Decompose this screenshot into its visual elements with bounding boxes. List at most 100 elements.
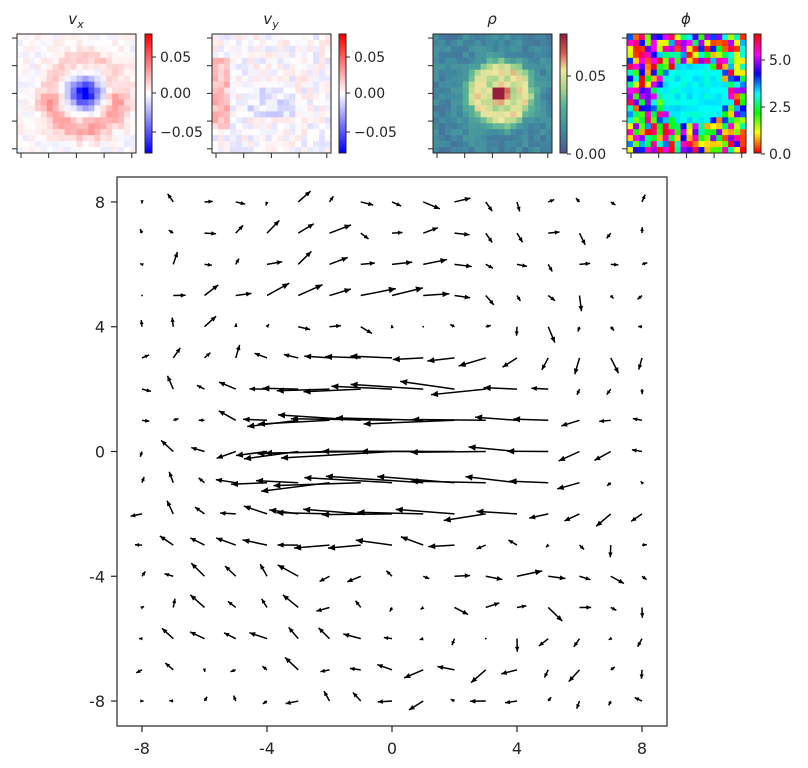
heatmap-cell — [433, 51, 440, 59]
heatmap-cell — [283, 51, 290, 59]
heatmap-cell — [223, 129, 231, 136]
heatmap-cell — [70, 34, 77, 41]
heatmap-cell — [444, 87, 452, 94]
heatmap-cell — [22, 105, 30, 112]
heatmap-cell — [118, 39, 125, 47]
quiver-arrow — [196, 384, 205, 390]
heatmap-cell — [650, 87, 658, 94]
heatmap-cell — [444, 63, 452, 70]
quiver-arrow — [573, 638, 581, 648]
heatmap-cell — [516, 129, 523, 136]
heatmap-cell — [88, 87, 95, 94]
heatmap-cell — [325, 39, 332, 47]
quiver-arrow — [502, 357, 518, 368]
heatmap-cell — [295, 87, 302, 94]
heatmap-cell — [124, 111, 131, 118]
heatmap-cell — [259, 141, 266, 148]
quiver-arrow — [141, 418, 150, 423]
colorbar-swatch — [560, 103, 567, 106]
heatmap-cell — [52, 123, 59, 130]
heatmap-cell — [480, 45, 487, 53]
heatmap-cell — [650, 141, 658, 148]
heatmap-cell — [662, 135, 669, 142]
heatmap-cell — [662, 69, 669, 76]
heatmap-cell — [522, 147, 529, 154]
heatmap-cell — [106, 45, 113, 53]
heatmap-cell — [212, 123, 219, 130]
heatmap-cell — [534, 51, 541, 59]
heatmap-cell — [112, 99, 119, 106]
quiver-arrow — [141, 571, 146, 577]
heatmap-cell — [319, 81, 326, 88]
heatmap-cell — [307, 105, 314, 112]
heatmap-cell — [528, 123, 535, 130]
heatmap-cell — [522, 129, 529, 136]
colorbar-swatch — [339, 57, 346, 61]
heatmap-cell — [130, 135, 137, 142]
quiver-arrow — [297, 250, 312, 265]
heatmap-cell — [118, 34, 125, 41]
heatmap-cell — [271, 51, 278, 59]
heatmap-cell — [118, 81, 125, 88]
heatmap-cell — [522, 111, 529, 118]
heatmap-cell — [319, 75, 326, 82]
heatmap-cell — [289, 81, 296, 88]
heatmap-cell — [438, 63, 446, 70]
heatmap-cell — [130, 93, 137, 100]
heatmap-cell — [325, 63, 332, 70]
heatmap-cell — [307, 57, 314, 65]
heatmap-cell — [438, 75, 446, 82]
colorbar-frame — [559, 33, 568, 154]
heatmap-cell — [94, 105, 101, 112]
colorbar-swatch — [145, 91, 152, 94]
heatmap-cell — [456, 57, 464, 65]
quiver-arrow — [547, 263, 553, 272]
heatmap-cell — [88, 45, 95, 53]
heatmap-cell — [130, 117, 137, 124]
heatmap-cell — [241, 141, 248, 148]
heatmap-cell — [492, 34, 499, 41]
heatmap-cell — [28, 141, 36, 148]
heatmap-cell — [301, 51, 308, 59]
heatmap-cell — [728, 51, 735, 59]
heatmap-cell — [504, 57, 511, 65]
colorbar-swatch — [145, 131, 152, 134]
heatmap-cell — [462, 39, 469, 47]
heatmap-cell — [498, 99, 505, 106]
heatmap-cell — [22, 117, 30, 124]
quiver-arrow — [531, 386, 549, 391]
heatmap-cell — [632, 99, 640, 106]
heatmap-cell — [223, 135, 231, 142]
panel-vy: vy 0.050.00−0.05 — [207, 10, 397, 158]
colorbar-swatch — [754, 103, 761, 106]
quiver-arrow — [202, 668, 207, 672]
heatmap-cell — [307, 99, 314, 106]
heatmap-cell — [638, 57, 646, 65]
heatmap-cell — [698, 129, 705, 136]
quiver-arrow — [265, 201, 269, 206]
colorbar-swatch — [339, 35, 346, 39]
heatmap-cell — [52, 63, 59, 70]
heatmap-cell — [289, 69, 296, 76]
heatmap-cell — [456, 87, 464, 94]
heatmap-cell — [686, 93, 693, 100]
heatmap-cell — [698, 147, 705, 154]
heatmap-cell — [644, 111, 652, 118]
heatmap-cell — [223, 99, 231, 106]
colorbar-swatch — [754, 99, 761, 102]
heatmap-cell — [462, 141, 469, 148]
heatmap-cell — [486, 34, 493, 41]
colorbar-swatch — [339, 73, 346, 77]
colorbar-swatch — [560, 125, 567, 128]
heatmap-cell — [722, 105, 729, 112]
heatmap-cell — [253, 117, 260, 124]
heatmap-cell — [438, 81, 446, 88]
heatmap-cell — [301, 111, 308, 118]
heatmap-cell — [704, 105, 711, 112]
heatmap-cell — [265, 39, 272, 47]
heatmap-cell — [627, 87, 634, 94]
heatmap-cell — [668, 105, 675, 112]
colorbar-swatch — [145, 37, 152, 41]
colorbar-swatch — [145, 149, 152, 152]
heatmap-cell — [307, 39, 314, 47]
